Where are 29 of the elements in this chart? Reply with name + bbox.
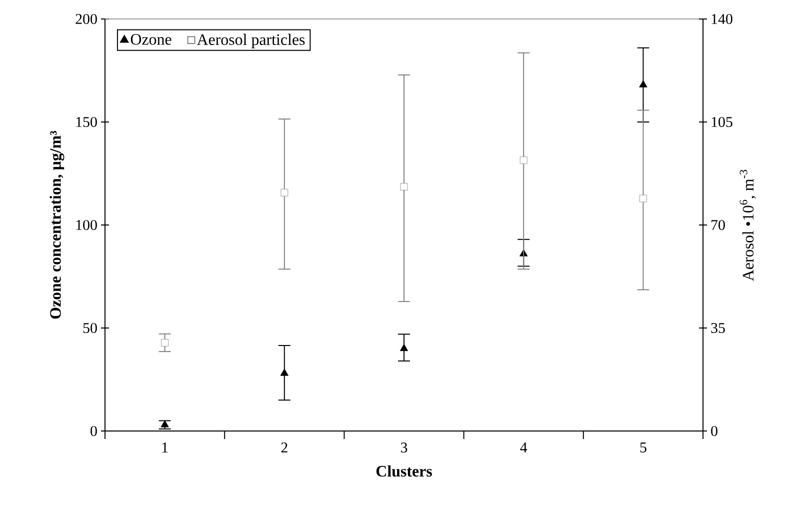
point <box>400 183 408 190</box>
x-tick-label: 4 <box>520 442 528 452</box>
y-tick-label: 100 <box>76 220 97 230</box>
legend-label: Aerosol particles <box>196 34 305 48</box>
y-tick-label: 0 <box>90 426 97 436</box>
y2-tick-label: 105 <box>712 116 732 128</box>
y2-tick-label: 0 <box>711 426 718 436</box>
y-tick-label: 200 <box>76 14 97 24</box>
point <box>160 420 169 428</box>
point <box>161 339 168 346</box>
point <box>280 188 288 196</box>
x-tick-label: 2 <box>281 442 288 452</box>
y2-axis-title: Aerosol •10$^{6}$, m$^{-3}$ <box>740 170 756 281</box>
x-tick-label: 5 <box>640 442 646 452</box>
x-axis-title: Clusters <box>376 465 432 477</box>
y-axis-title: Ozone concentration, µg/m³ <box>50 130 64 319</box>
point <box>640 194 647 202</box>
y-tick-label: 150 <box>76 116 97 128</box>
y2-tick-label: 70 <box>712 220 725 230</box>
y-tick-label: 50 <box>83 322 97 334</box>
legend-label: Ozone <box>130 34 172 45</box>
y2-tick-label: 35 <box>711 322 725 334</box>
point <box>280 368 288 376</box>
y2-tick-label: 140 <box>712 14 732 24</box>
x-tick-label: 1 <box>162 442 168 452</box>
point <box>520 156 528 164</box>
point <box>639 80 648 88</box>
x-tick-label: 3 <box>400 442 408 453</box>
point <box>400 344 408 352</box>
